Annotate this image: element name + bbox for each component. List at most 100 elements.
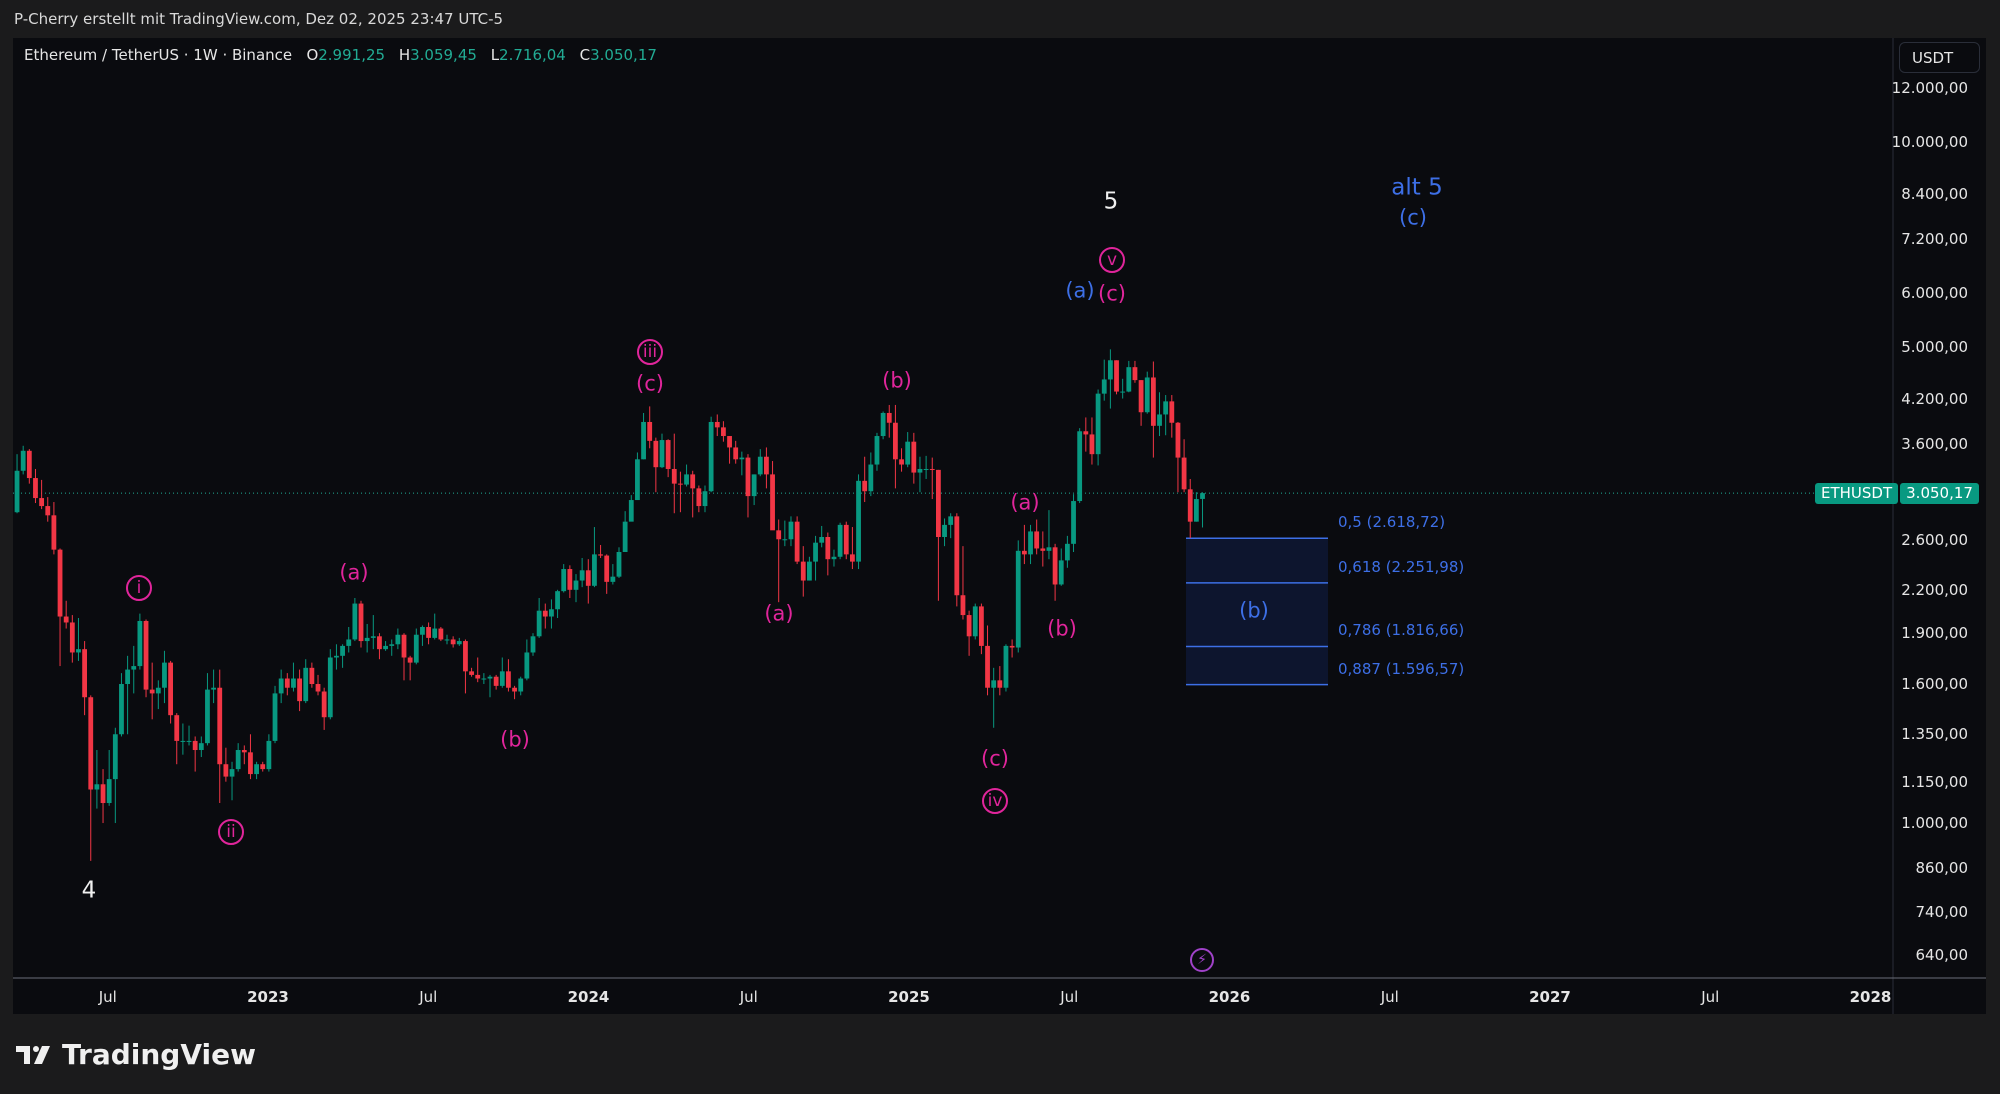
candle-body <box>978 606 984 646</box>
time-tick-label: Jul <box>1701 988 1720 1006</box>
fib-level-label[interactable]: 0,5 (2.618,72) <box>1338 513 1446 532</box>
candle-body <box>751 474 757 497</box>
candle-body <box>39 498 45 507</box>
candle <box>911 432 917 484</box>
candle <box>696 485 702 513</box>
candle-body <box>1077 431 1083 502</box>
candle-body <box>426 627 431 638</box>
candle <box>610 564 616 585</box>
candle-body <box>487 676 493 679</box>
wave-label-c[interactable]: (c) <box>981 746 1009 771</box>
candle-body <box>800 561 806 581</box>
candle-body <box>291 678 296 688</box>
candle <box>542 603 548 629</box>
fib-level-label[interactable]: 0,786 (1.816,66) <box>1338 621 1465 640</box>
tradingview-logo-icon <box>16 1045 50 1064</box>
candle <box>751 474 757 506</box>
wave-label-iii[interactable]: iii <box>637 339 663 365</box>
chart-background <box>13 38 1986 1014</box>
wave-label-iv[interactable]: iv <box>982 788 1008 814</box>
candle-body <box>573 580 579 590</box>
candle-body <box>856 480 861 562</box>
candle-body <box>377 636 382 650</box>
wave-label-c[interactable]: (c) <box>1098 281 1126 306</box>
candle-body <box>518 678 524 692</box>
price-tick-label: 2.200,00 <box>1901 580 1968 599</box>
candle <box>886 404 892 438</box>
price-tick-label: 1.150,00 <box>1901 772 1968 791</box>
candle-body <box>1052 547 1058 585</box>
candle-body <box>229 769 235 777</box>
candle <box>850 527 855 570</box>
candle <box>794 516 800 565</box>
lightning-event-icon[interactable]: ⚡ <box>1190 948 1214 972</box>
wave-label-b-blue[interactable]: (b) <box>1239 598 1269 623</box>
price-tick-label: 3.600,00 <box>1901 435 1968 454</box>
candle-body <box>63 616 69 623</box>
wave-label-i[interactable]: i <box>126 575 152 601</box>
symbol-legend: Ethereum / TetherUS · 1W · Binance O2.99… <box>24 46 666 64</box>
wave-label-a[interactable]: (a) <box>764 601 794 626</box>
candle-body <box>954 516 960 596</box>
wave-label-b[interactable]: (b) <box>500 727 530 752</box>
wave-label-5[interactable]: 5 <box>1103 188 1119 215</box>
candle-body <box>1150 377 1156 426</box>
time-tick-label: Jul <box>1060 988 1079 1006</box>
candle-body <box>579 570 585 581</box>
fib-level-label[interactable]: 0,618 (2.251,98) <box>1338 557 1465 576</box>
wave-label-ii[interactable]: ii <box>218 819 244 845</box>
wave-label-a-blue[interactable]: (a) <box>1065 278 1095 303</box>
candle-body <box>260 764 266 770</box>
candle-body <box>463 641 468 672</box>
candle <box>125 655 131 735</box>
open-label: O <box>306 46 319 64</box>
candle-body <box>757 456 763 475</box>
candle <box>561 564 567 593</box>
wave-label-4[interactable]: 4 <box>81 877 97 904</box>
wave-label-alt-5[interactable]: alt 5 <box>1391 174 1443 201</box>
candle <box>1181 439 1187 493</box>
price-tick-label: 740,00 <box>1915 903 1969 922</box>
candle-body <box>659 440 665 468</box>
price-tick-label: 1.600,00 <box>1901 675 1968 693</box>
wave-label-c[interactable]: (c) <box>636 371 664 396</box>
candle-body <box>284 678 290 688</box>
candle <box>843 521 849 560</box>
wave-label-b[interactable]: (b) <box>1047 616 1077 641</box>
fib-level-label[interactable]: 0,887 (1.596,57) <box>1338 659 1465 678</box>
candle-body <box>555 591 560 610</box>
candle-body <box>217 687 223 765</box>
candle <box>856 474 861 570</box>
wave-label-b[interactable]: (b) <box>882 368 912 393</box>
candle <box>469 667 474 677</box>
candle-body <box>598 554 603 556</box>
candle-body <box>585 570 591 586</box>
wave-label-c-blue[interactable]: (c) <box>1399 205 1427 230</box>
candle-body <box>297 678 302 702</box>
candle <box>628 495 634 522</box>
candle-body <box>616 551 622 577</box>
candle-body <box>850 554 855 562</box>
candle <box>604 554 610 594</box>
candle <box>370 615 376 650</box>
wave-label-a[interactable]: (a) <box>1010 490 1040 515</box>
candle-body <box>843 524 849 555</box>
high-value: 3.059,45 <box>410 46 477 64</box>
candle-body <box>837 524 843 557</box>
wave-label-a[interactable]: (a) <box>339 560 369 585</box>
fib-retracement-zone[interactable] <box>1186 538 1328 685</box>
candle <box>364 623 370 653</box>
tradingview-logo[interactable]: TradingView <box>16 1038 256 1071</box>
symbol-name[interactable]: Ethereum / TetherUS · 1W · Binance <box>24 46 293 64</box>
close-label: C <box>579 46 591 64</box>
candle <box>684 464 689 487</box>
candle-body <box>1138 380 1144 413</box>
price-tick-label: 2.600,00 <box>1901 531 1968 550</box>
currency-selector[interactable]: USDT <box>1899 42 1980 73</box>
candle-body <box>831 556 837 560</box>
wave-label-v[interactable]: v <box>1099 247 1125 273</box>
candle-body <box>536 610 542 637</box>
candle <box>1028 524 1033 565</box>
candle <box>94 750 100 809</box>
